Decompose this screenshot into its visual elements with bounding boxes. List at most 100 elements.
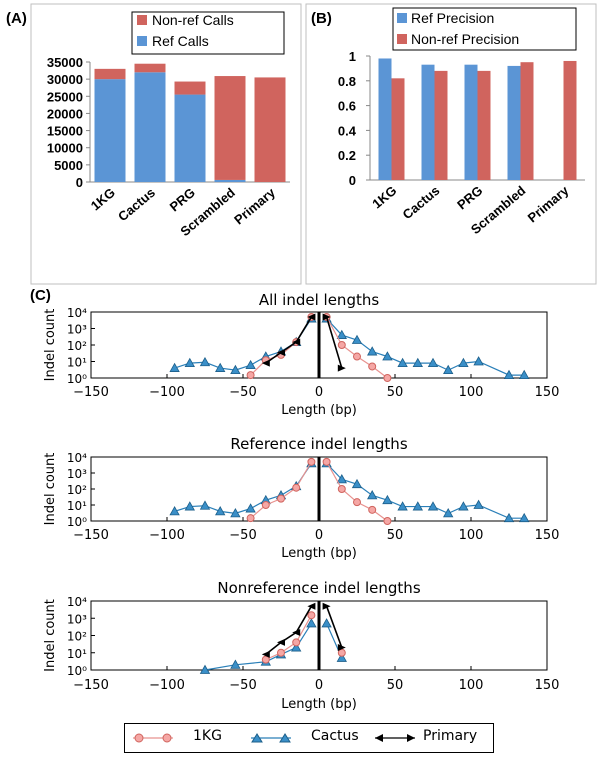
point-cactus xyxy=(351,478,363,489)
line-chart-xtick-label: 100 xyxy=(459,678,484,693)
point-1kg xyxy=(261,356,270,365)
legend-cactus-marker xyxy=(251,733,263,743)
line-chart-ylabel: Indel count xyxy=(43,309,58,382)
line-series-cactus xyxy=(174,318,312,371)
line-chart-ytick-label: 10³ xyxy=(67,467,87,481)
point-cactus xyxy=(321,313,332,323)
line-series-cactus xyxy=(326,318,525,376)
point-cactus xyxy=(503,369,515,379)
point-1kg xyxy=(353,352,361,361)
legend-primary-label: Primary xyxy=(423,728,478,744)
line-chart-ytick-label: 10⁴ xyxy=(67,306,87,320)
point-primary xyxy=(337,364,346,372)
line-series-1kg xyxy=(326,461,388,522)
point-primary xyxy=(292,628,301,636)
point-cactus xyxy=(291,480,302,491)
point-1kg xyxy=(353,498,361,507)
line-chart-ytick-label: 10² xyxy=(67,339,87,353)
point-1kg xyxy=(307,312,316,321)
line-chart-title: Reference indel lengths xyxy=(230,435,407,453)
point-cactus xyxy=(306,313,317,323)
chart-a-legend-box xyxy=(131,11,285,55)
point-cactus xyxy=(184,501,195,511)
chart-a-xtick-label: 1KG xyxy=(88,185,118,214)
point-cactus xyxy=(397,501,408,511)
line-chart-xtick-label: 150 xyxy=(535,385,560,400)
bar-chart-calls: 0 5000 10000 15000 20000 25000 30000 35000 1KGCa… xyxy=(30,3,302,285)
point-cactus xyxy=(427,501,439,511)
point-1kg xyxy=(368,362,377,371)
chart-a-legend-label: Ref Calls xyxy=(152,33,209,49)
panel-label-c: (C) xyxy=(30,287,51,304)
line-chart-xtick-label: 150 xyxy=(535,528,560,543)
point-cactus xyxy=(503,512,515,523)
point-cactus xyxy=(199,500,211,510)
point-cactus xyxy=(306,618,317,628)
chart-a-bar xyxy=(94,79,126,182)
line-chart-xtick-label: 50 xyxy=(387,528,404,543)
chart-a-ytick-label: 20000 xyxy=(47,106,83,121)
point-cactus xyxy=(215,506,226,516)
point-cactus xyxy=(473,499,484,509)
line-series-cactus xyxy=(204,623,312,671)
line-series-primary xyxy=(265,605,313,656)
point-1kg xyxy=(246,371,255,380)
legend-cactus-marker xyxy=(279,733,291,743)
line-chart-xtick-label: 100 xyxy=(459,385,484,400)
line-series-cactus xyxy=(326,623,343,659)
point-1kg xyxy=(261,655,270,664)
point-cactus xyxy=(306,458,317,468)
point-cactus xyxy=(397,357,408,367)
chart-a-legend-label: Non-ref Calls xyxy=(152,12,234,28)
point-cactus xyxy=(230,659,241,669)
point-cactus xyxy=(321,618,332,628)
point-cactus xyxy=(519,512,530,523)
point-primary xyxy=(277,349,285,357)
line-chart-ytick-label: 10¹ xyxy=(67,499,87,513)
chart-a-bar xyxy=(134,63,166,73)
line-chart-xtick-label: 0 xyxy=(315,385,323,400)
line-series-primary xyxy=(265,316,313,364)
line-legend-markers xyxy=(133,733,415,743)
line-chart-xtick-label: −50 xyxy=(229,678,256,693)
point-1kg xyxy=(277,494,285,503)
line-series-1kg xyxy=(250,316,312,376)
chart-a-legend-swatch xyxy=(137,36,147,46)
line-chart-ytick-label: 10⁰ xyxy=(67,515,87,529)
point-primary xyxy=(261,650,270,658)
point-cactus xyxy=(351,334,363,344)
line-chart-xtick-label: −150 xyxy=(73,385,109,400)
point-cactus xyxy=(367,490,378,500)
point-1kg xyxy=(292,638,301,647)
point-cactus xyxy=(230,364,241,375)
line-series-1kg xyxy=(326,316,388,379)
point-1kg xyxy=(307,611,316,620)
point-1kg xyxy=(277,350,285,359)
line-legend: 1KG Cactus Primary xyxy=(124,723,494,753)
line-chart-xtick-label: −100 xyxy=(149,678,185,693)
point-cactus xyxy=(184,357,195,367)
line-chart-xtick-label: 50 xyxy=(387,385,404,400)
chart-a-ytick-label: 15000 xyxy=(47,124,83,139)
point-cactus xyxy=(260,494,271,505)
legend-primary-marker xyxy=(407,734,415,742)
legend-1kg-label: 1KG xyxy=(193,728,222,744)
line-chart-xtick-label: −100 xyxy=(149,385,185,400)
point-cactus xyxy=(291,642,302,652)
line-chart-title: Nonreference indel lengths xyxy=(217,579,420,597)
line-chart-xtick-label: −50 xyxy=(229,385,256,400)
line-chart-ytick-label: 10² xyxy=(67,630,87,644)
chart-a-ytick-label: 5000 xyxy=(54,158,83,173)
point-cactus xyxy=(291,336,302,346)
point-primary xyxy=(292,338,301,346)
line-chart-xtick-label: −100 xyxy=(149,528,185,543)
point-primary xyxy=(322,602,331,610)
chart-a-bar xyxy=(134,72,166,182)
point-1kg xyxy=(337,485,346,493)
point-1kg xyxy=(337,648,346,657)
line-chart-xtick-label: −50 xyxy=(229,528,256,543)
line-chart-ytick-label: 10¹ xyxy=(67,647,87,661)
point-cactus xyxy=(321,458,332,468)
point-cactus xyxy=(367,346,378,356)
point-cactus xyxy=(382,351,393,361)
